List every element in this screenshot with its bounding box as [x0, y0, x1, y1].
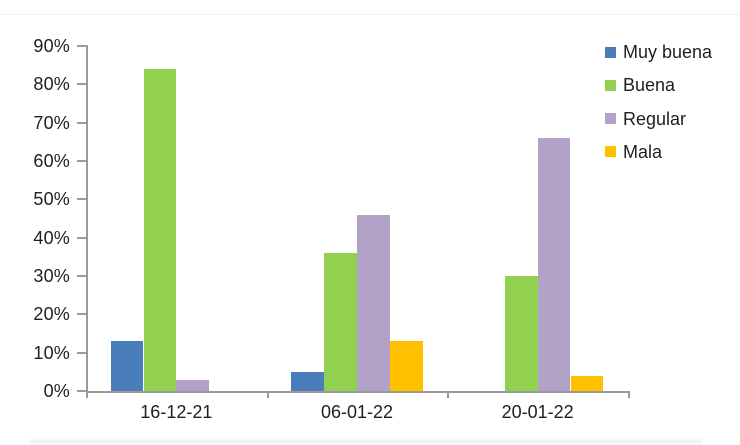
- y-axis-tick: [77, 351, 88, 354]
- legend-swatch-icon: [605, 79, 616, 91]
- legend-swatch-icon: [605, 46, 616, 58]
- y-axis-tick: [77, 83, 88, 86]
- y-axis-line: [86, 46, 88, 393]
- screenshot-top-edge-artifact: [0, 14, 740, 15]
- y-axis-tick: [77, 160, 88, 162]
- bar-buena-06-01-22: [324, 253, 357, 391]
- legend-swatch-icon: [605, 146, 616, 158]
- x-axis-tick: [628, 391, 630, 398]
- y-axis-label: 30%: [33, 266, 70, 286]
- x-axis-tick: [86, 391, 88, 398]
- legend-swatch-icon: [605, 113, 616, 125]
- y-axis-label: 60%: [33, 151, 70, 171]
- y-axis-label: 20%: [33, 304, 70, 325]
- legend-label: Regular: [623, 108, 687, 129]
- y-axis-tick: [77, 275, 88, 277]
- y-axis-tick: [77, 198, 88, 201]
- y-axis-label: 90%: [33, 36, 70, 56]
- bar-buena-16-12-21: [143, 69, 177, 391]
- bar-mala-20-01-22: [570, 375, 604, 391]
- x-axis-label: 06-01-22: [320, 402, 394, 422]
- y-axis-tick: [77, 121, 88, 124]
- legend-item-regular: Regular: [605, 109, 686, 129]
- legend-label: Buena: [623, 75, 676, 96]
- y-axis-label: 40%: [33, 227, 70, 248]
- x-axis-label: 20-01-22: [501, 402, 574, 422]
- y-axis-tick: [77, 390, 88, 392]
- legend-item-buena: Buena: [605, 75, 675, 95]
- legend-item-muy-buena: Muy buena: [605, 42, 712, 62]
- bar-regular-16-12-21: [176, 379, 210, 391]
- y-axis-label: 50%: [33, 189, 70, 210]
- bar-muy-buena-16-12-21: [110, 341, 144, 391]
- x-axis-line: [86, 391, 630, 393]
- bar-regular-06-01-22: [357, 214, 390, 391]
- legend-label: Mala: [623, 141, 663, 162]
- bar-buena-20-01-22: [504, 276, 538, 391]
- y-axis-label: 80%: [33, 74, 70, 95]
- y-axis-label: 70%: [33, 112, 70, 133]
- bar-mala-06-01-22: [389, 341, 423, 391]
- x-axis-label: 16-12-21: [140, 402, 213, 422]
- y-axis-tick: [77, 236, 88, 239]
- bar-muy-buena-06-01-22: [291, 371, 325, 391]
- bar-regular-20-01-22: [537, 138, 571, 391]
- x-axis-tick: [447, 391, 450, 398]
- legend-label: Muy buena: [623, 42, 713, 62]
- x-axis-tick: [266, 391, 269, 398]
- screenshot-bottom-edge-artifact: [30, 440, 702, 443]
- y-axis-label: 0%: [43, 381, 70, 401]
- y-axis-tick: [77, 45, 88, 47]
- legend-item-mala: Mala: [605, 142, 662, 162]
- y-axis-label: 10%: [33, 342, 70, 363]
- y-axis-tick: [77, 313, 88, 316]
